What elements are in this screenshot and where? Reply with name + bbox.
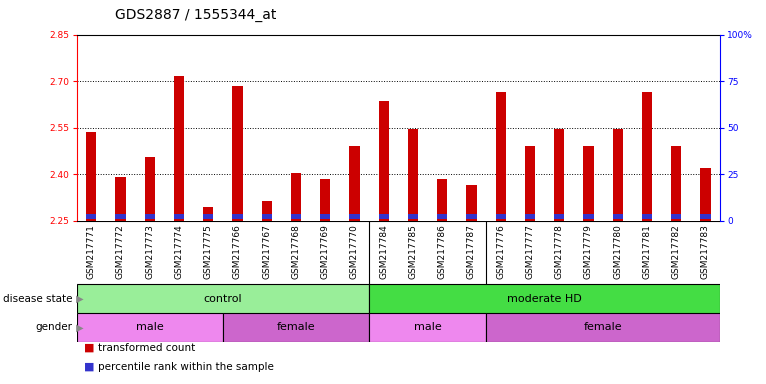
Bar [700, 168, 711, 221]
Bar [77, 313, 223, 342]
Bar [671, 146, 681, 221]
Text: male: male [136, 322, 164, 333]
Text: GSM217766: GSM217766 [233, 224, 242, 279]
Bar [145, 157, 155, 221]
Bar [584, 146, 594, 221]
Text: percentile rank within the sample: percentile rank within the sample [98, 362, 274, 372]
Bar [466, 185, 476, 221]
Text: GSM217782: GSM217782 [672, 224, 681, 279]
Text: GSM217779: GSM217779 [584, 224, 593, 279]
Bar [86, 132, 97, 221]
Bar [349, 214, 359, 219]
Bar [291, 173, 301, 221]
Text: GSM217772: GSM217772 [116, 224, 125, 279]
Bar [613, 129, 623, 221]
Bar [525, 146, 535, 221]
Bar [496, 214, 506, 219]
Text: GDS2887 / 1555344_at: GDS2887 / 1555344_at [115, 8, 277, 22]
Bar [232, 214, 243, 219]
Bar [613, 214, 623, 219]
Bar [554, 214, 565, 219]
Bar [496, 92, 506, 221]
Text: moderate HD: moderate HD [507, 293, 582, 304]
Text: ▶: ▶ [73, 322, 83, 333]
Text: GSM217786: GSM217786 [437, 224, 447, 279]
Text: female: female [277, 322, 316, 333]
Bar [378, 214, 389, 219]
Bar [223, 313, 369, 342]
Bar [174, 214, 184, 219]
Text: GSM217780: GSM217780 [613, 224, 622, 279]
Text: male: male [414, 322, 441, 333]
Text: GSM217771: GSM217771 [87, 224, 96, 279]
Bar [642, 214, 652, 219]
Bar [466, 214, 476, 219]
Bar [349, 146, 359, 221]
Text: ■: ■ [84, 362, 95, 372]
Text: GSM217770: GSM217770 [350, 224, 359, 279]
Bar [408, 214, 418, 219]
Text: transformed count: transformed count [98, 343, 195, 353]
Bar [77, 284, 369, 313]
Text: disease state: disease state [3, 293, 73, 304]
Text: GSM217785: GSM217785 [408, 224, 417, 279]
Text: female: female [584, 322, 622, 333]
Text: GSM217777: GSM217777 [525, 224, 535, 279]
Bar [291, 214, 301, 219]
Text: GSM217774: GSM217774 [175, 224, 184, 279]
Text: GSM217767: GSM217767 [262, 224, 271, 279]
Text: GSM217778: GSM217778 [555, 224, 564, 279]
Text: gender: gender [36, 322, 73, 333]
Bar [671, 214, 681, 219]
Text: GSM217769: GSM217769 [321, 224, 329, 279]
Bar [437, 214, 447, 219]
Text: GSM217768: GSM217768 [291, 224, 300, 279]
Bar [116, 214, 126, 219]
Bar [320, 179, 330, 221]
Bar [203, 207, 213, 221]
Text: GSM217783: GSM217783 [701, 224, 710, 279]
Text: control: control [204, 293, 242, 304]
Text: GSM217776: GSM217776 [496, 224, 506, 279]
Bar [262, 200, 272, 221]
Bar [232, 86, 243, 221]
Bar [642, 92, 652, 221]
Text: GSM217775: GSM217775 [204, 224, 213, 279]
Bar [486, 313, 720, 342]
Bar [408, 129, 418, 221]
Text: GSM217784: GSM217784 [379, 224, 388, 279]
Bar [262, 214, 272, 219]
Bar [174, 76, 184, 221]
Text: ▶: ▶ [73, 293, 83, 304]
Bar [86, 214, 97, 219]
Bar [203, 214, 213, 219]
Text: GSM217787: GSM217787 [467, 224, 476, 279]
Bar [116, 177, 126, 221]
Bar [700, 214, 711, 219]
Text: GSM217781: GSM217781 [643, 224, 651, 279]
Bar [525, 214, 535, 219]
Bar [320, 214, 330, 219]
Text: GSM217773: GSM217773 [146, 224, 154, 279]
Bar [378, 101, 389, 221]
Text: ■: ■ [84, 343, 95, 353]
Bar [554, 129, 565, 221]
Bar [145, 214, 155, 219]
Bar [584, 214, 594, 219]
Bar [369, 313, 486, 342]
Bar [369, 284, 720, 313]
Bar [437, 179, 447, 221]
